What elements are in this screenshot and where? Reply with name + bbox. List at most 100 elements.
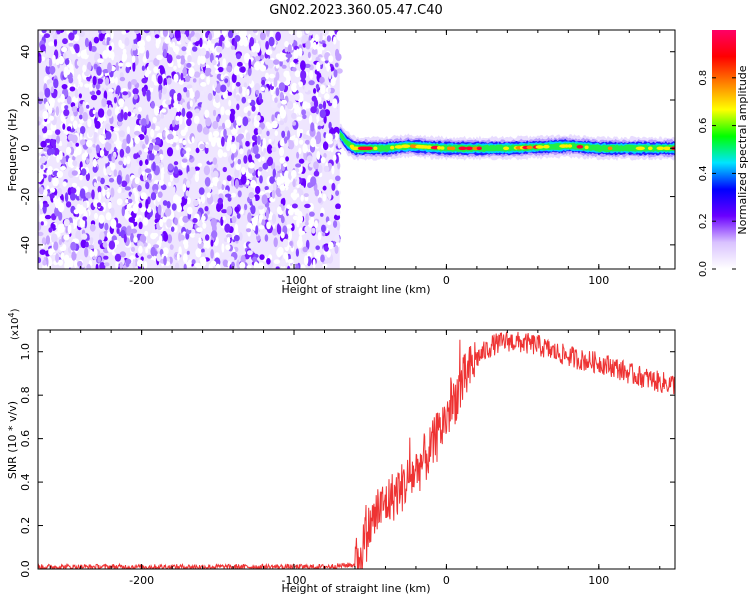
heatmap-cell xyxy=(125,199,130,204)
heatmap-cell xyxy=(145,181,150,190)
heatmap-cell xyxy=(222,259,229,267)
heatmap-cell xyxy=(172,186,176,194)
heatmap-cell xyxy=(118,98,125,106)
heatmap-cell xyxy=(138,245,143,254)
heatmap-cell xyxy=(279,149,285,155)
heatmap-cell xyxy=(275,165,281,172)
heatmap-cell xyxy=(183,205,187,211)
heatmap-cell xyxy=(425,145,433,149)
heatmap-cell xyxy=(92,109,96,115)
heatmap-cell xyxy=(194,173,200,183)
heatmap-cell xyxy=(221,30,227,37)
heatmap-cell xyxy=(42,259,47,266)
heatmap-cell xyxy=(214,252,220,260)
heatmap-cell xyxy=(205,31,209,39)
heatmap-cell xyxy=(200,256,207,267)
heatmap-cell xyxy=(106,109,112,117)
heatmap-cell xyxy=(189,253,197,260)
heatmap-cell xyxy=(273,259,281,265)
heatmap-cell xyxy=(449,146,456,151)
heatmap-cell xyxy=(93,182,97,187)
heatmap-cell xyxy=(231,261,235,269)
snr-frame xyxy=(37,329,676,570)
heatmap-cell xyxy=(294,70,301,78)
heatmap-cell xyxy=(261,194,268,205)
heatmap-cell xyxy=(150,128,155,138)
heatmap-cell xyxy=(210,239,214,247)
heatmap-cell xyxy=(89,223,96,232)
heatmap-cell xyxy=(237,134,242,144)
heatmap-cell xyxy=(144,159,149,165)
heatmap-cell xyxy=(142,87,147,97)
heatmap-cell xyxy=(266,123,274,130)
heatmap-cell xyxy=(289,241,293,246)
heatmap-cell xyxy=(58,140,63,147)
heatmap-cell xyxy=(181,107,186,117)
heatmap-cell xyxy=(96,66,102,76)
heatmap-cell xyxy=(205,234,210,241)
heatmap-cell xyxy=(256,135,261,145)
heatmap-cell xyxy=(301,34,309,43)
heatmap-cell xyxy=(164,165,168,174)
heatmap-cell xyxy=(272,168,276,178)
heatmap-cell xyxy=(70,115,74,122)
heatmap-cell xyxy=(217,197,223,205)
heatmap-cell xyxy=(84,247,89,258)
heatmap-cell xyxy=(225,244,231,251)
heatmap-cell xyxy=(285,156,289,162)
heatmap-cell xyxy=(80,239,87,249)
heatmap-cell xyxy=(139,160,143,167)
heatmap-cell xyxy=(245,132,251,142)
heatmap-cell xyxy=(104,222,109,231)
heatmap-cell xyxy=(237,158,242,165)
heatmap-cell xyxy=(253,261,259,269)
heatmap-cell xyxy=(293,58,299,64)
heatmap-cell xyxy=(69,192,76,201)
heatmap-cell xyxy=(97,108,105,118)
heatmap-cell xyxy=(303,193,309,198)
heatmap-cell xyxy=(258,225,265,230)
heatmap-cell xyxy=(143,30,150,34)
heatmap-cell xyxy=(162,216,167,223)
heatmap-cell xyxy=(330,66,335,72)
heatmap-cell xyxy=(204,206,209,212)
heatmap-cell xyxy=(79,132,83,141)
heatmap-cell xyxy=(299,139,304,145)
heatmap-cell xyxy=(319,76,325,84)
heatmap-cell xyxy=(172,194,180,205)
heatmap-cell xyxy=(50,86,55,94)
heatmap-cell xyxy=(320,156,326,164)
heatmap-cell xyxy=(77,52,81,57)
heatmap-cell xyxy=(176,252,180,261)
heatmap-cell xyxy=(264,234,269,242)
heatmap-cell xyxy=(296,116,303,122)
heatmap-cell xyxy=(69,258,74,268)
heatmap-cell xyxy=(97,256,101,263)
heatmap-cell xyxy=(189,90,195,99)
heatmap-cell xyxy=(187,171,191,181)
heatmap-cell xyxy=(233,69,238,76)
heatmap-cell xyxy=(119,76,126,82)
heatmap-cell xyxy=(87,118,92,128)
heatmap-cell xyxy=(66,69,71,75)
heatmap-cell xyxy=(52,177,59,187)
heatmap-cell xyxy=(69,86,76,92)
heatmap-cell xyxy=(238,86,243,94)
heatmap-cell xyxy=(144,230,149,237)
heatmap-cell xyxy=(234,206,240,213)
heatmap-cell xyxy=(57,202,65,213)
heatmap-cell xyxy=(333,69,338,78)
heatmap-cell xyxy=(635,146,645,151)
spectrogram-xlabel: Height of straight line (km) xyxy=(281,283,430,296)
heatmap-cell xyxy=(57,223,64,234)
heatmap-cell xyxy=(148,153,155,161)
heatmap-cell xyxy=(113,54,120,65)
heatmap-cell xyxy=(170,226,175,232)
heatmap-cell xyxy=(230,45,235,50)
heatmap-cell xyxy=(333,36,337,45)
heatmap-cell xyxy=(194,224,198,230)
heatmap-cell xyxy=(68,77,74,84)
heatmap-cell xyxy=(105,131,112,140)
heatmap-cell xyxy=(328,69,332,80)
heatmap-cell xyxy=(321,224,326,233)
